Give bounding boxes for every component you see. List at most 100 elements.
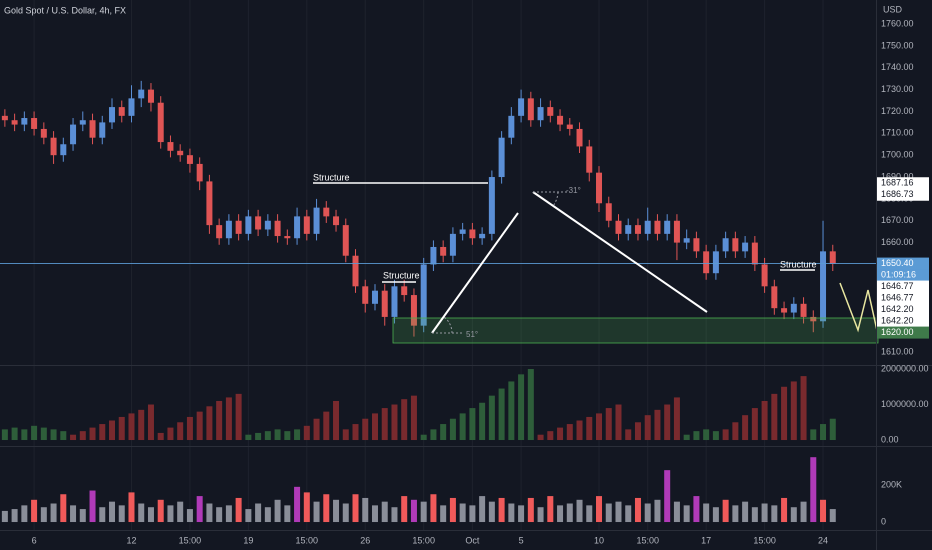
countdown: 01:09:16 — [881, 269, 916, 279]
volume-bar — [605, 503, 612, 523]
y-tick-label: 1670.00 — [881, 215, 914, 225]
indicator-bar — [216, 400, 223, 441]
indicator-bar — [420, 434, 427, 441]
annotation: Structure — [313, 172, 350, 182]
volume-bar — [449, 497, 456, 523]
candle-body — [70, 124, 77, 145]
volume-bar — [352, 494, 359, 523]
indicator-bar — [498, 388, 505, 441]
volume-bar — [732, 505, 739, 523]
indicator-bar — [449, 418, 456, 441]
candle-body — [566, 124, 573, 129]
y-tick-label: 1610.00 — [881, 346, 914, 356]
x-tick-label: 15:00 — [179, 535, 202, 545]
volume-bar — [673, 501, 680, 523]
volume-bar — [11, 509, 18, 523]
volume-bar — [264, 507, 271, 523]
indicator-bar — [225, 397, 232, 441]
indicator-bar — [664, 404, 671, 441]
price-label: 1687.16 — [881, 178, 914, 188]
candle-body — [615, 220, 622, 234]
x-tick-label: 12 — [126, 535, 136, 545]
candle-body — [547, 107, 554, 116]
volume-bar — [138, 503, 145, 523]
volume-bar — [781, 497, 788, 523]
candle-body — [771, 286, 778, 309]
candle-body — [781, 308, 788, 313]
volume-bar — [157, 499, 164, 523]
indicator-bar — [206, 406, 213, 441]
candle-body — [381, 290, 388, 317]
indicator-bar — [294, 429, 301, 441]
candle-body — [206, 181, 213, 226]
indicator-bar — [1, 429, 8, 441]
price-label: 1620.00 — [881, 327, 914, 337]
indicator-bar — [615, 404, 622, 441]
x-tick-label: 15:00 — [412, 535, 435, 545]
candle-body — [79, 120, 86, 125]
candle-body — [138, 89, 145, 99]
candle-body — [128, 98, 135, 116]
indicator-bar — [138, 409, 145, 441]
candle-body — [352, 255, 359, 287]
volume-bar — [342, 503, 349, 523]
volume-bar — [810, 457, 817, 523]
indicator-bar — [333, 400, 340, 441]
indicator-bar — [596, 413, 603, 441]
indicator-bar — [40, 427, 47, 441]
price-label: 1646.77 — [881, 281, 914, 291]
candle-body — [196, 163, 203, 182]
indicator-bar — [31, 425, 38, 441]
volume-bar — [225, 505, 232, 523]
angle-arc — [443, 316, 453, 334]
indicator-bar — [109, 420, 116, 441]
x-tick-label: 15:00 — [636, 535, 659, 545]
candle-body — [751, 242, 758, 265]
volume-bar — [79, 509, 86, 523]
countdown-box — [877, 269, 929, 282]
candle-body — [576, 128, 583, 147]
x-tick-label: 24 — [818, 535, 828, 545]
indicator-bar — [800, 376, 807, 441]
candle-body — [644, 220, 651, 234]
volume-bar — [255, 503, 262, 523]
candle-body — [1, 115, 8, 121]
indicator-bar — [79, 431, 86, 441]
volume-bar — [683, 505, 690, 523]
volume-bar — [167, 505, 174, 523]
indicator-bar — [459, 413, 466, 441]
candle-body — [829, 251, 836, 264]
price-label-box — [877, 292, 929, 305]
candle-body — [673, 220, 680, 243]
candle-body — [167, 142, 174, 151]
volume-bar — [771, 505, 778, 523]
price-label-box — [877, 177, 929, 190]
y-tick-label: 0.00 — [881, 434, 899, 444]
y-tick-label: 1710.00 — [881, 128, 914, 138]
volume-bar — [537, 507, 544, 523]
indicator-bar — [430, 429, 437, 441]
volume-bar — [294, 486, 301, 523]
price-label-box — [877, 303, 929, 316]
volume-bar — [722, 499, 729, 523]
candle-body — [430, 246, 437, 265]
volume-bar — [186, 509, 193, 523]
indicator-bar — [118, 416, 125, 441]
candle-body — [683, 238, 690, 243]
candle-body — [255, 216, 262, 230]
indicator-bar — [313, 418, 320, 441]
indicator-bar — [771, 393, 778, 441]
volume-bar — [1, 510, 8, 523]
candle-body — [596, 172, 603, 204]
indicator-bar — [11, 427, 18, 441]
volume-bar — [109, 501, 116, 523]
volume-bar — [118, 505, 125, 523]
indicator-bar — [323, 411, 330, 441]
x-tick-label: 5 — [519, 535, 524, 545]
candle-body — [703, 251, 710, 274]
indicator-bar — [196, 411, 203, 441]
candle-body — [31, 118, 38, 129]
volume-bar — [761, 503, 768, 523]
candle-body — [362, 286, 369, 304]
indicator-bar — [518, 374, 525, 441]
